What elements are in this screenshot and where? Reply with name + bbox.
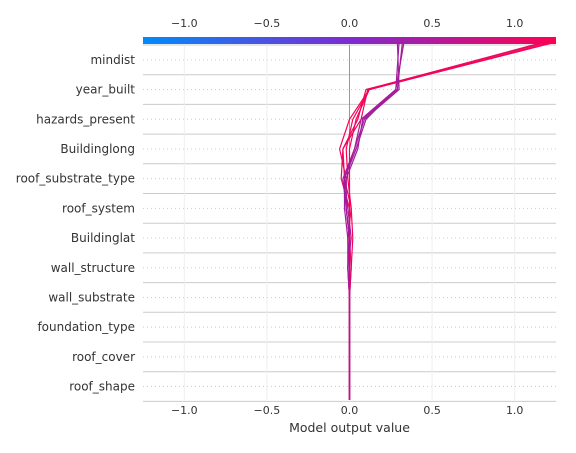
feature-label: Buildinglat bbox=[71, 231, 135, 245]
x-tick-label-top: 0.0 bbox=[341, 17, 359, 30]
feature-labels: mindist year_built hazards_present Building… bbox=[16, 53, 135, 394]
top-axis: −1.0 −0.5 0.0 0.5 1.0 bbox=[171, 17, 524, 30]
feature-label: year_built bbox=[76, 83, 136, 97]
x-tick-label-top: 1.0 bbox=[506, 17, 524, 30]
feature-label: hazards_present bbox=[36, 112, 135, 126]
decision-line bbox=[347, 41, 557, 400]
decision-line bbox=[340, 41, 545, 400]
bottom-axis: −1.0 −0.5 0.0 0.5 1.0 bbox=[171, 404, 524, 417]
colorbar bbox=[143, 37, 556, 44]
feature-label: roof_shape bbox=[69, 380, 135, 394]
x-tick-label-top: −0.5 bbox=[254, 17, 281, 30]
feature-label: Buildinglong bbox=[60, 142, 135, 156]
feature-label: roof_cover bbox=[72, 350, 135, 364]
decision-line bbox=[342, 41, 548, 400]
feature-label: wall_substrate bbox=[48, 290, 135, 304]
x-tick-label: 0.5 bbox=[423, 404, 441, 417]
x-tick-label: 1.0 bbox=[506, 404, 524, 417]
x-tick-label: −0.5 bbox=[254, 404, 281, 417]
decision-lines bbox=[339, 41, 557, 400]
x-tick-label-top: −1.0 bbox=[171, 17, 198, 30]
feature-label: wall_structure bbox=[51, 261, 135, 275]
decision-line bbox=[339, 41, 553, 400]
decision-line bbox=[345, 41, 403, 400]
decision-line bbox=[343, 41, 405, 400]
x-tick-label: 0.0 bbox=[341, 404, 359, 417]
decision-line bbox=[345, 41, 555, 400]
x-axis-title: Model output value bbox=[289, 420, 410, 435]
x-tick-label: −1.0 bbox=[171, 404, 198, 417]
feature-label: foundation_type bbox=[37, 320, 135, 334]
feature-label: roof_substrate_type bbox=[16, 172, 135, 186]
feature-label: mindist bbox=[90, 53, 135, 67]
feature-label: roof_system bbox=[62, 201, 135, 215]
x-tick-label-top: 0.5 bbox=[423, 17, 441, 30]
